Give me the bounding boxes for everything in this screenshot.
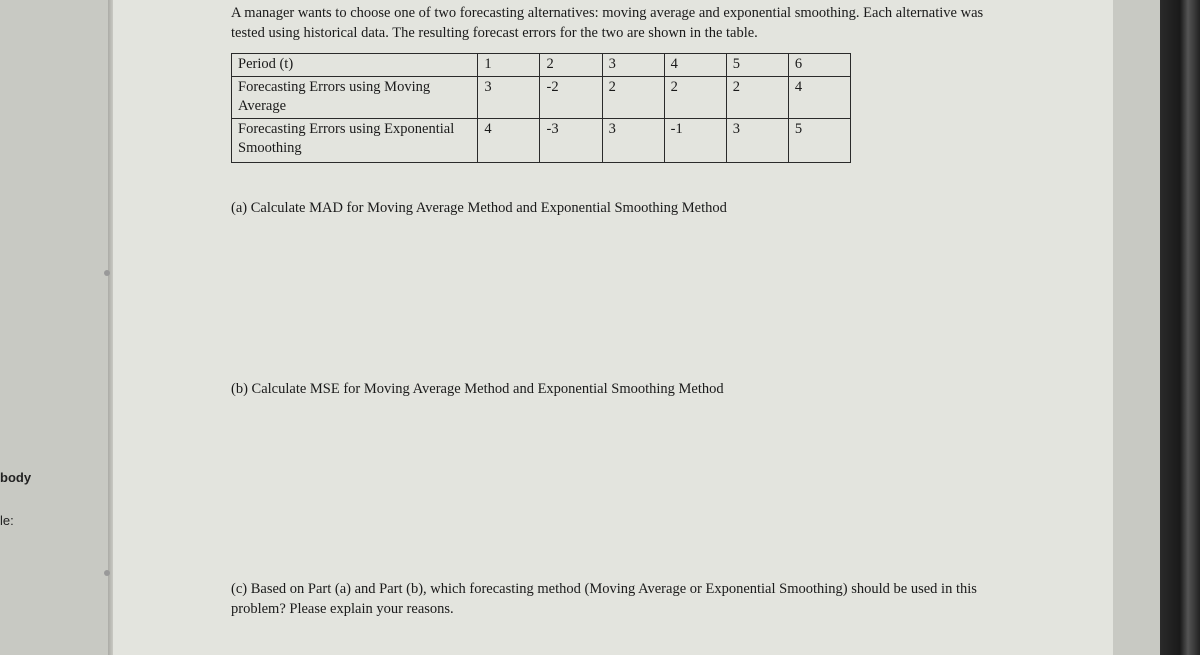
table-row: Forecasting Errors using Exponential Smo… (232, 118, 851, 162)
errors-table: Period (t) 1 2 3 4 5 6 Forecasting Error… (231, 53, 851, 163)
cell: 4 (788, 76, 850, 118)
cell: 4 (664, 54, 726, 77)
sidebar-label-le: le: (0, 513, 14, 528)
margin-dot-icon (104, 270, 110, 276)
cell: 3 (602, 54, 664, 77)
answer-space-a (231, 218, 995, 380)
table-row: Period (t) 1 2 3 4 5 6 (232, 54, 851, 77)
cell: 2 (664, 76, 726, 118)
cell: 1 (478, 54, 540, 77)
cell: -2 (540, 76, 602, 118)
editor-viewport: A manager wants to choose one of two for… (0, 0, 1160, 655)
row-label: Forecasting Errors using Exponential Smo… (232, 118, 478, 162)
cell: 3 (478, 76, 540, 118)
cell: 3 (726, 118, 788, 162)
cell: 6 (788, 54, 850, 77)
cell: 2 (602, 76, 664, 118)
cell: 4 (478, 118, 540, 162)
table-row: Forecasting Errors using Moving Average … (232, 76, 851, 118)
monitor-bezel (1160, 0, 1200, 655)
question-c: (c) Based on Part (a) and Part (b), whic… (231, 580, 995, 619)
cell: 5 (726, 54, 788, 77)
problem-intro: A manager wants to choose one of two for… (231, 4, 995, 43)
answer-space-b (231, 400, 995, 580)
row-label: Period (t) (232, 54, 478, 77)
cell: 5 (788, 118, 850, 162)
question-a: (a) Calculate MAD for Moving Average Met… (231, 199, 995, 219)
row-label: Forecasting Errors using Moving Average (232, 76, 478, 118)
cell: 2 (726, 76, 788, 118)
editor-sidebar: body le: (0, 470, 60, 556)
document-page: A manager wants to choose one of two for… (113, 0, 1113, 655)
margin-dot-icon (104, 570, 110, 576)
cell: 2 (540, 54, 602, 77)
cell: 3 (602, 118, 664, 162)
cell: -3 (540, 118, 602, 162)
sidebar-label-body: body (0, 470, 31, 485)
cell: -1 (664, 118, 726, 162)
question-b: (b) Calculate MSE for Moving Average Met… (231, 380, 995, 400)
